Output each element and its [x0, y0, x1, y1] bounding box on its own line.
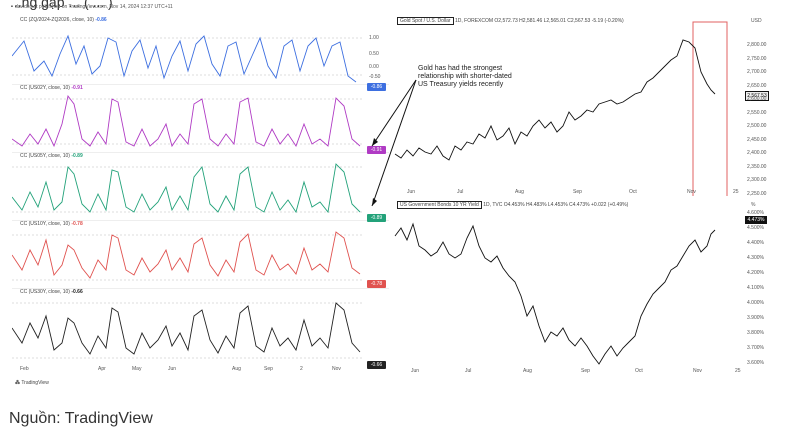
pane-us02y: CC (US02Y, close, 10) -0.91 -0.91 — [12, 84, 389, 154]
xtick: Jul — [457, 189, 464, 195]
pane-title: CC (ZQ/2024-ZQ2026, close, 10) -0.86 — [20, 17, 107, 23]
value-badge: -0.86 — [367, 83, 386, 91]
bond-ytick: 4.400% — [747, 240, 764, 246]
pane-us10y: CC (US10Y, close, 10) -0.78 -0.78 — [12, 220, 389, 289]
xtick: Nov — [332, 366, 341, 372]
gold-chart — [394, 21, 728, 196]
ytick: -0.50 — [369, 74, 381, 80]
xtick: Oct — [635, 368, 643, 374]
xtick: Feb — [20, 366, 29, 372]
gold-ytick: 2,300.00 — [747, 177, 767, 183]
gold-ytick: 2,700.00 — [747, 69, 767, 75]
bond-ytick: 3.800% — [747, 330, 764, 336]
pane-us05y-chart — [12, 163, 362, 214]
pane-title: CC (US05Y, close, 10) -0.89 — [20, 153, 83, 159]
xtick: Apr — [98, 366, 106, 372]
xtick: Jun — [168, 366, 177, 372]
correlation-panels: CC (ZQ/2024-ZQ2026, close, 10) -0.86 1.0… — [12, 16, 389, 372]
bond-ytick: 3.700% — [747, 345, 764, 351]
price-panels: Gold Spot / U.S. Dollar 1D, FOREXCOM O2,… — [393, 16, 772, 374]
xtick: Nov — [693, 368, 702, 374]
bond-ytick: 4.600% — [747, 210, 764, 216]
gold-ytick: 2,600.00 — [747, 96, 767, 102]
value-badge: -0.66 — [367, 361, 386, 369]
bond-ytick: 4.500% — [747, 225, 764, 231]
ytick: 0.00 — [369, 64, 379, 70]
source-caption: Nguồn: TradingView — [9, 410, 153, 427]
xtick: 25 — [735, 368, 741, 374]
xtick: Jun — [407, 189, 416, 195]
bond-chart — [394, 222, 716, 365]
pane-us02y-chart — [12, 94, 362, 148]
value-badge: -0.78 — [367, 280, 386, 288]
cropped-heading: ...ng gặp ... ( ... ) — [10, 0, 113, 10]
bond-ytick: 3.600% — [747, 360, 764, 366]
pane-title: CC (US02Y, close, 10) -0.91 — [20, 85, 83, 91]
bond-ytick: 3.900% — [747, 315, 764, 321]
tradingview-logo: ⁂ TradingView — [15, 380, 49, 386]
bond-ytick: 4.100% — [747, 285, 764, 291]
ytick: 1.00 — [369, 35, 379, 41]
bond-last-badge: 4.473% — [745, 216, 767, 224]
bond-ytick: 4.300% — [747, 255, 764, 261]
xtick: Aug — [523, 368, 532, 374]
pane-us10y-chart — [12, 231, 362, 281]
gold-ytick: 2,800.00 — [747, 42, 767, 48]
bond-ytick: 4.000% — [747, 300, 764, 306]
gold-ytick: 2,400.00 — [747, 150, 767, 156]
gold-last-badge: 2,567.53 — [745, 91, 769, 101]
gold-title: Gold Spot / U.S. Dollar 1D, FOREXCOM O2,… — [397, 17, 624, 25]
value-badge: -0.91 — [367, 146, 386, 154]
xtick: Jun — [411, 368, 420, 374]
xtick: 25 — [733, 189, 739, 195]
value-badge: -0.89 — [367, 214, 386, 222]
pane-us05y: CC (US05Y, close, 10) -0.89 -0.89 — [12, 152, 389, 222]
bond-ytick: 4.200% — [747, 270, 764, 276]
bond-title: US Government Bonds 10 YR Yield 1D, TVC … — [397, 201, 628, 209]
gold-ytick: 2,650.00 — [747, 82, 767, 89]
unit-label: % — [751, 202, 756, 208]
xtick: May — [132, 366, 142, 372]
pane-zq-chart — [12, 34, 362, 83]
pane-zq: CC (ZQ/2024-ZQ2026, close, 10) -0.86 1.0… — [12, 16, 389, 91]
pane-us30y-chart — [12, 302, 362, 359]
gold-ytick: 2,750.00 — [747, 55, 767, 62]
currency-label: USD — [751, 18, 762, 24]
annotation-arrows — [371, 79, 417, 207]
gold-ytick: 2,250.00 — [747, 190, 767, 197]
xtick: Sep — [264, 366, 273, 372]
ytick: 0.50 — [369, 51, 379, 57]
left-x-axis: Feb Apr May Jun Aug Sep 2 Nov — [12, 366, 389, 374]
xtick: Sep — [573, 189, 582, 195]
gold-ytick: 2,550.00 — [747, 109, 767, 116]
xtick: 2 — [300, 366, 303, 372]
publisher-header: davidscutt published on TradingView.com,… — [15, 4, 173, 10]
xtick: Sep — [581, 368, 590, 374]
gold-ytick: 2,500.00 — [747, 123, 767, 129]
gold-ytick: 2,450.00 — [747, 136, 767, 143]
xtick: Aug — [515, 189, 524, 195]
xtick: Aug — [232, 366, 241, 372]
pane-title: CC (US30Y, close, 10) -0.66 — [20, 289, 83, 295]
pane-us30y: CC (US30Y, close, 10) -0.66 -0.66 — [12, 288, 389, 372]
xtick: Jul — [465, 368, 472, 374]
gold-ytick: 2,350.00 — [747, 163, 767, 170]
pane-title: CC (US10Y, close, 10) -0.78 — [20, 221, 83, 227]
annotation-text: Gold has had the strongest relationship … — [418, 65, 512, 88]
xtick: Nov — [687, 189, 696, 195]
xtick: Oct — [629, 189, 637, 195]
